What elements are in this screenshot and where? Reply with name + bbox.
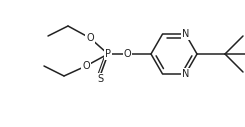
Text: P: P <box>105 49 111 59</box>
Text: O: O <box>123 49 131 59</box>
Text: N: N <box>182 69 189 79</box>
Text: S: S <box>97 74 103 84</box>
Text: O: O <box>82 61 90 71</box>
Text: O: O <box>86 33 94 43</box>
Text: N: N <box>182 29 189 39</box>
